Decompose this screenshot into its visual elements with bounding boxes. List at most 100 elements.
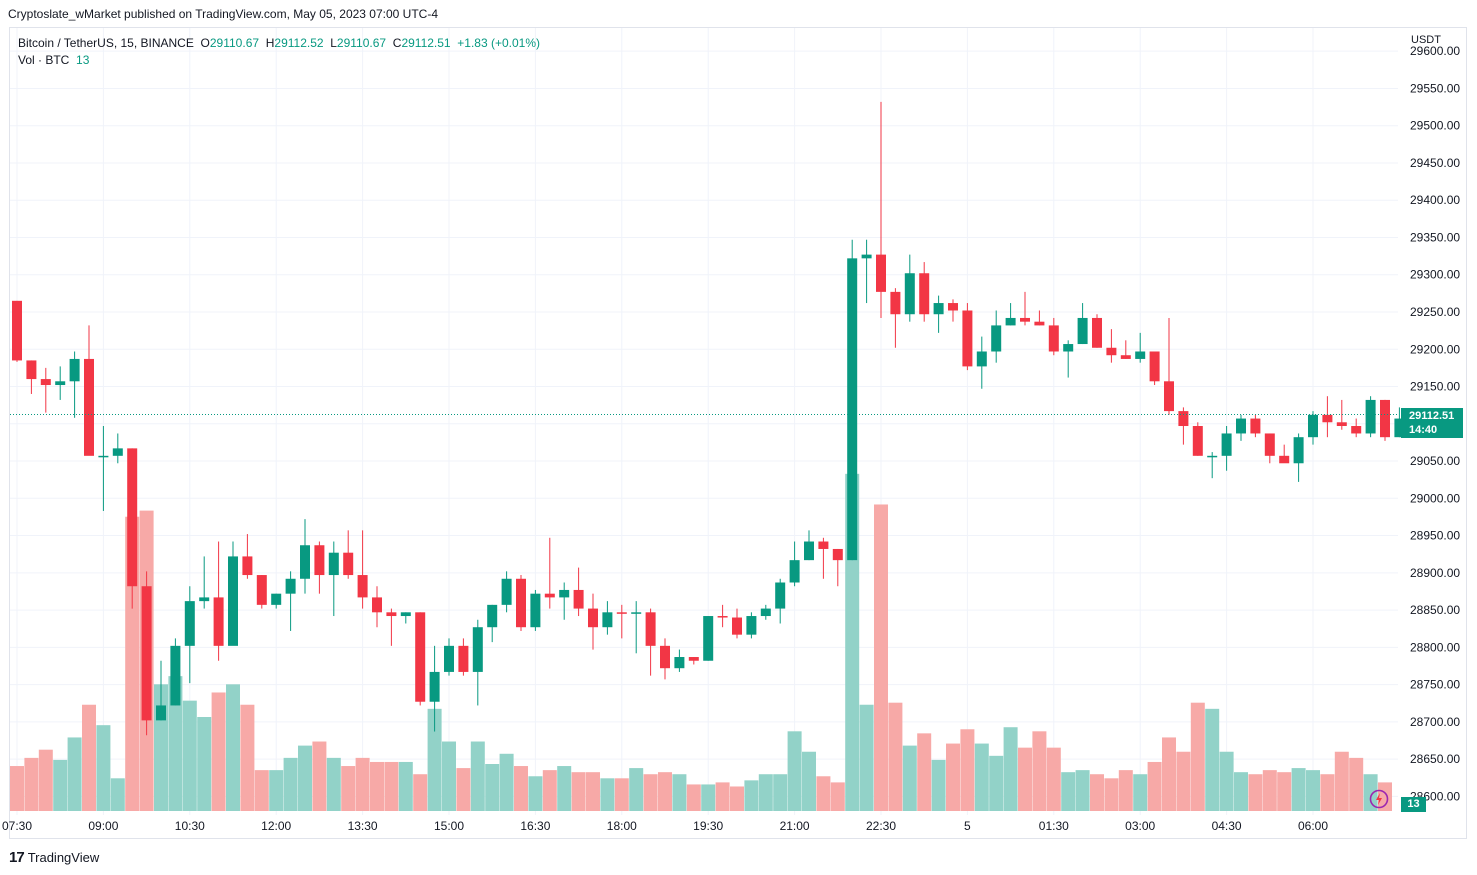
chart-frame — [9, 27, 1467, 839]
candle-body — [487, 604, 498, 628]
candle-body — [213, 597, 224, 646]
volume-value: 13 — [76, 53, 90, 67]
volume-bar — [1219, 751, 1234, 811]
candle-body — [1322, 414, 1333, 423]
candle-body — [933, 303, 944, 315]
candle — [760, 604, 771, 620]
candle — [746, 612, 757, 639]
candle — [703, 616, 714, 661]
volume-bar — [989, 755, 1004, 811]
candle — [876, 101, 886, 318]
candle-body — [890, 291, 901, 315]
volume-bar — [787, 731, 802, 811]
volume-bar — [226, 684, 240, 811]
candle — [170, 638, 181, 706]
volume-bar — [485, 764, 500, 811]
candle-body — [1279, 455, 1290, 464]
candle-body — [1365, 399, 1376, 434]
candle-body — [717, 616, 728, 618]
candle-body — [1250, 418, 1261, 434]
candle — [645, 608, 656, 676]
candle — [991, 310, 1002, 363]
volume-bar — [1320, 774, 1335, 811]
candle — [962, 303, 973, 371]
candle-body — [1308, 414, 1318, 438]
candle — [40, 367, 51, 413]
symbol-legend: Bitcoin / TetherUS, 15, BINANCE O29110.6… — [18, 35, 540, 69]
candle-body — [184, 601, 195, 646]
candle — [775, 578, 786, 624]
candle-body — [1135, 351, 1146, 359]
volume-bar — [557, 766, 572, 811]
candle — [544, 537, 555, 609]
candle-body — [1005, 317, 1016, 326]
ohlc-row: Bitcoin / TetherUS, 15, BINANCE O29110.6… — [18, 35, 540, 52]
time-tick-label: 5 — [964, 819, 971, 833]
candle-body — [1048, 325, 1059, 352]
candle — [530, 589, 541, 631]
candle — [976, 336, 987, 389]
price-tick-label: 29250.00 — [1410, 305, 1460, 319]
candle-body — [544, 593, 555, 598]
candle — [1034, 310, 1045, 326]
volume-bar — [1003, 727, 1018, 811]
price-tick-label: 29500.00 — [1410, 119, 1460, 133]
candle — [328, 541, 339, 617]
candle — [314, 541, 325, 594]
volume-bar — [269, 770, 284, 811]
candle — [213, 541, 224, 661]
bar-countdown: 14:40 — [1409, 424, 1438, 436]
volume-bar — [1075, 770, 1090, 811]
volume-bar — [946, 743, 960, 811]
candle — [285, 571, 296, 631]
candle — [1048, 317, 1059, 356]
volume-bar — [168, 676, 183, 811]
volume-bar — [499, 753, 514, 811]
candle — [573, 567, 584, 617]
volume-bar — [586, 772, 600, 811]
candle — [890, 288, 901, 348]
low-label: L — [330, 36, 337, 50]
time-tick-label: 15:00 — [434, 819, 464, 833]
candle — [948, 299, 958, 322]
candle — [184, 586, 195, 684]
time-axis: 07:30 09:00 10:30 12:00 13:30 15:00 16:30 18:00… — [2, 819, 1328, 833]
volume-bar — [1061, 772, 1076, 811]
volume-bar — [384, 761, 399, 811]
volume-bar — [370, 761, 384, 811]
volume-bar — [830, 782, 845, 811]
volume-bar — [110, 778, 125, 811]
candle-body — [242, 556, 253, 576]
volume-bar — [211, 692, 226, 811]
volume-tag: 13 — [1401, 797, 1426, 812]
time-tick-label: 09:00 — [88, 819, 118, 833]
time-tick-label: 06:00 — [1298, 819, 1328, 833]
tradingview-logo[interactable]: 17 TradingView — [9, 849, 99, 866]
volume-bar — [730, 786, 744, 811]
volume-bar — [874, 504, 888, 811]
candle — [429, 645, 440, 732]
candle-body — [1394, 418, 1405, 438]
candle — [1092, 314, 1102, 348]
candle — [1236, 414, 1246, 441]
candle-body — [156, 705, 166, 721]
flash-icon[interactable] — [1369, 789, 1389, 809]
candle — [1293, 433, 1304, 482]
close-value: 29112.51 — [401, 36, 451, 50]
candle-body — [1192, 426, 1203, 456]
candle-body — [703, 616, 714, 661]
candle-body — [343, 552, 354, 576]
candle — [386, 608, 397, 646]
candle — [674, 649, 685, 672]
volume-bar — [283, 757, 298, 811]
price-tick-label: 29000.00 — [1410, 491, 1460, 505]
candle — [516, 575, 526, 631]
volume-bar — [1133, 774, 1148, 811]
time-tick-label: 12:00 — [261, 819, 291, 833]
candlesticks — [12, 101, 1419, 736]
candle-body — [444, 645, 454, 672]
volume-bar — [96, 725, 111, 811]
volume-bar — [1090, 774, 1104, 811]
candle — [415, 612, 426, 706]
